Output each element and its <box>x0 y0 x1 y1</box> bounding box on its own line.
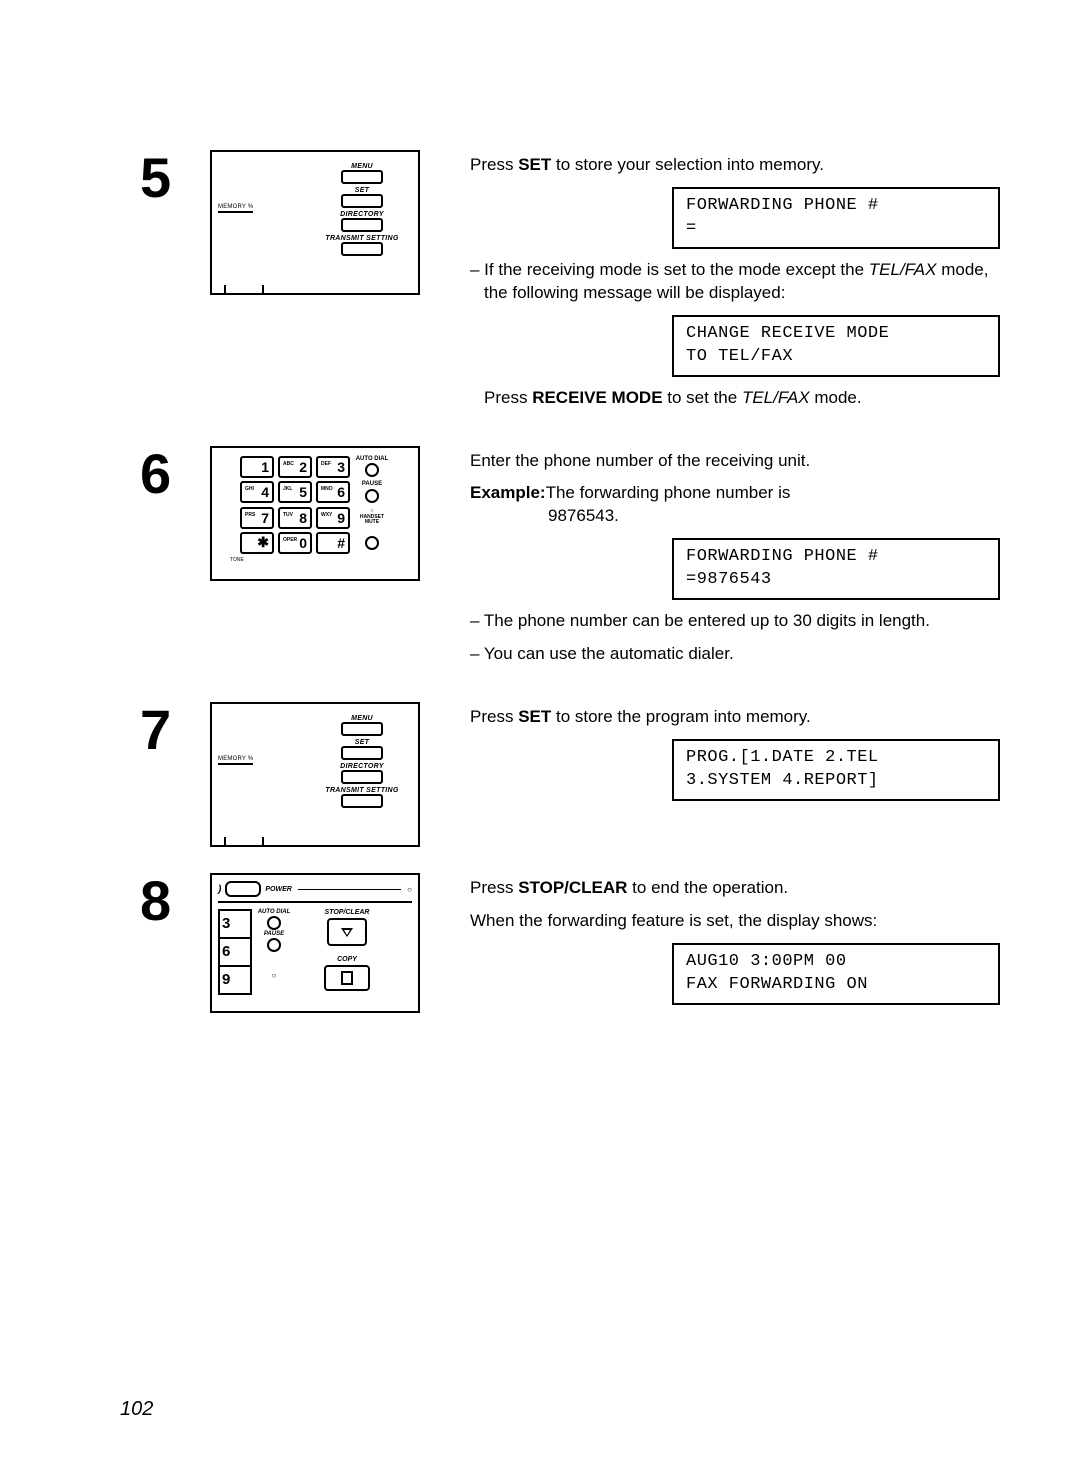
txt: Press <box>470 155 518 174</box>
txt: Press <box>470 878 518 897</box>
tone-label: TONE <box>230 557 412 563</box>
instruction-text: Press STOP/CLEAR to end the operation. W… <box>470 873 1000 1015</box>
txt: to end the operation. <box>627 878 788 897</box>
copy-icon <box>324 965 370 991</box>
lcd-line: 3.SYSTEM 4.REPORT] <box>686 770 986 793</box>
txt: – You can use the automatic dialer. <box>470 643 1000 666</box>
lcd-display: FORWARDING PHONE # =9876543 <box>672 538 1000 600</box>
power-panel-diagram: ) POWER ○ 3 6 9 AUTO DIAL PAUSE <box>210 873 420 1013</box>
directory-label: DIRECTORY <box>312 211 412 218</box>
lcd-line: CHANGE RECEIVE MODE <box>686 323 986 346</box>
stop-clear-icon <box>327 918 367 946</box>
copy-label: COPY <box>337 956 357 963</box>
txt: 9876543. <box>470 506 619 525</box>
lcd-line: AUG10 3:00PM 00 <box>686 951 986 974</box>
lcd-display: AUG10 3:00PM 00 FAX FORWARDING ON <box>672 943 1000 1005</box>
txt: TEL/FAX <box>869 260 937 279</box>
panel-column: MEMORY % MENU SET DIRECTORY TRANSMIT SET… <box>210 702 440 847</box>
panel-column: 1 ABC2 DEF3 AUTO DIAL GHI4 JKL5 MNO6 PAU… <box>210 446 440 581</box>
lcd-line: FORWARDING PHONE # <box>686 195 986 218</box>
txt: to store your selection into memory. <box>551 155 824 174</box>
txt: – The phone number can be entered up to … <box>470 610 1000 633</box>
pause-label: PAUSE <box>264 931 284 937</box>
memory-label: MEMORY % <box>218 756 253 765</box>
lcd-line: PROG.[1.DATE 2.TEL <box>686 747 986 770</box>
txt: Enter the phone number of the receiving … <box>470 450 1000 473</box>
panel-column: MEMORY % MENU SET DIRECTORY TRANSMIT SET… <box>210 150 440 295</box>
txt: to store the program into memory. <box>551 707 811 726</box>
step-5: 5 MEMORY % MENU SET DIRECTORY TRANSMIT S… <box>140 150 1000 420</box>
txt: – If the receiving mode is set to the mo… <box>470 260 869 279</box>
power-label: POWER <box>265 886 291 893</box>
step-7: 7 MEMORY % MENU SET DIRECTORY TRANSMIT S… <box>140 702 1000 847</box>
stop-clear-label: STOP/CLEAR <box>325 909 370 916</box>
step-number: 5 <box>140 150 210 206</box>
lcd-line: TO TEL/FAX <box>686 346 986 369</box>
lcd-line: =9876543 <box>686 569 986 592</box>
lcd-display: FORWARDING PHONE # = <box>672 187 1000 249</box>
page-number: 102 <box>120 1398 153 1421</box>
manual-page: 5 MEMORY % MENU SET DIRECTORY TRANSMIT S… <box>0 0 1080 1461</box>
memory-label: MEMORY % <box>218 204 253 213</box>
txt: RECEIVE MODE <box>532 388 662 407</box>
menu-panel-diagram: MEMORY % MENU SET DIRECTORY TRANSMIT SET… <box>210 702 420 847</box>
txt: Press <box>484 388 532 407</box>
txt: SET <box>518 707 551 726</box>
transmit-label: TRANSMIT SETTING <box>312 235 412 242</box>
lcd-line: = <box>686 218 986 241</box>
txt: mode. <box>810 388 862 407</box>
lcd-display: CHANGE RECEIVE MODE TO TEL/FAX <box>672 315 1000 377</box>
txt: STOP/CLEAR <box>518 878 627 897</box>
keypad-diagram: 1 ABC2 DEF3 AUTO DIAL GHI4 JKL5 MNO6 PAU… <box>210 446 420 581</box>
txt: Press <box>470 707 518 726</box>
txt: TEL/FAX <box>742 388 810 407</box>
set-label: SET <box>312 187 412 194</box>
instruction-text: Enter the phone number of the receiving … <box>470 446 1000 677</box>
panel-column: ) POWER ○ 3 6 9 AUTO DIAL PAUSE <box>210 873 440 1013</box>
step-number: 6 <box>140 446 210 502</box>
txt: The forwarding phone number is <box>546 483 791 502</box>
instruction-text: Press SET to store the program into memo… <box>470 702 1000 811</box>
auto-dial-label: AUTO DIAL <box>258 909 291 915</box>
txt: Example: <box>470 483 546 502</box>
step-8: 8 ) POWER ○ 3 6 9 AUTO DIAL <box>140 873 1000 1015</box>
step-number: 8 <box>140 873 210 929</box>
txt: When the forwarding feature is set, the … <box>470 910 1000 933</box>
num-keys: 3 6 9 <box>218 909 252 995</box>
txt: SET <box>518 155 551 174</box>
lcd-line: FORWARDING PHONE # <box>686 546 986 569</box>
lcd-line: FAX FORWARDING ON <box>686 974 986 997</box>
step-6: 6 1 ABC2 DEF3 AUTO DIAL GHI4 JKL5 MNO6 P… <box>140 446 1000 677</box>
lcd-display: PROG.[1.DATE 2.TEL 3.SYSTEM 4.REPORT] <box>672 739 1000 801</box>
menu-label: MENU <box>312 163 412 170</box>
txt: to set the <box>663 388 742 407</box>
instruction-text: Press SET to store your selection into m… <box>470 150 1000 420</box>
menu-panel-diagram: MEMORY % MENU SET DIRECTORY TRANSMIT SET… <box>210 150 420 295</box>
step-number: 7 <box>140 702 210 758</box>
